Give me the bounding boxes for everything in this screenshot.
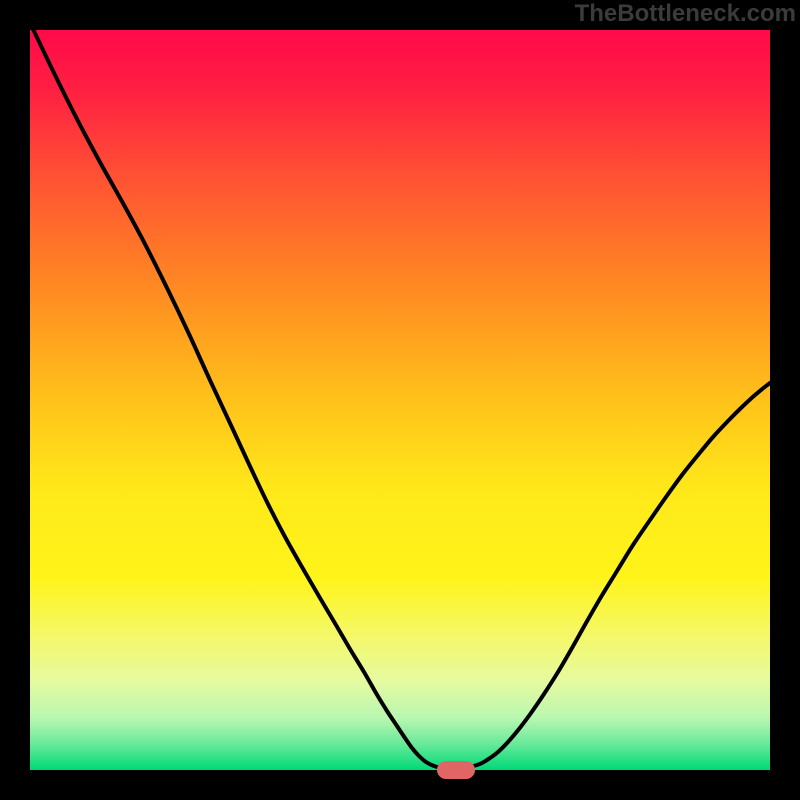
watermark-text: TheBottleneck.com [575, 0, 796, 28]
plot-background [30, 30, 770, 770]
chart-svg [0, 0, 800, 800]
optimal-marker [437, 761, 475, 779]
chart-stage: TheBottleneck.com [0, 0, 800, 800]
